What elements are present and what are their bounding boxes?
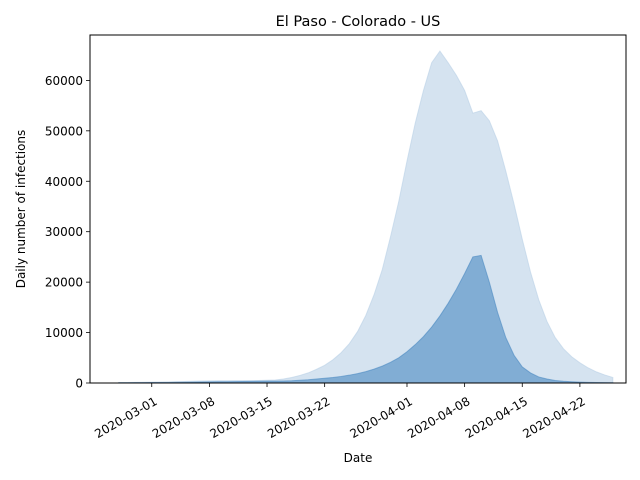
plot-area: [118, 50, 614, 384]
y-tick-label: 0: [75, 377, 83, 391]
x-tick-label: 2020-03-22: [265, 394, 332, 441]
x-tick-label: 2020-04-22: [520, 394, 587, 441]
x-tick-label: 2020-04-15: [463, 394, 530, 441]
x-axis: 2020-03-012020-03-082020-03-152020-03-22…: [92, 383, 588, 441]
y-axis: 0 10000 20000 30000 40000 50000 60000: [45, 74, 90, 391]
y-tick-label: 30000: [45, 225, 83, 239]
plot-frame: [89, 34, 627, 384]
y-axis-label: Daily number of infections: [14, 130, 28, 289]
x-tick-label: 2020-03-08: [150, 394, 217, 441]
x-tick-label: 2020-03-01: [92, 394, 159, 441]
chart-title: El Paso - Colorado - US: [276, 14, 441, 30]
y-tick-label: 50000: [45, 124, 83, 138]
x-axis-label: Date: [344, 451, 373, 465]
y-tick-label: 10000: [45, 326, 83, 340]
x-tick-label: 2020-04-01: [347, 394, 414, 441]
series-upper-band-area: [118, 50, 614, 384]
x-tick-label: 2020-04-08: [405, 394, 472, 441]
y-tick-label: 60000: [45, 74, 83, 88]
x-tick-label: 2020-03-15: [208, 394, 275, 441]
y-tick-label: 20000: [45, 276, 83, 290]
y-tick-label: 40000: [45, 175, 83, 189]
